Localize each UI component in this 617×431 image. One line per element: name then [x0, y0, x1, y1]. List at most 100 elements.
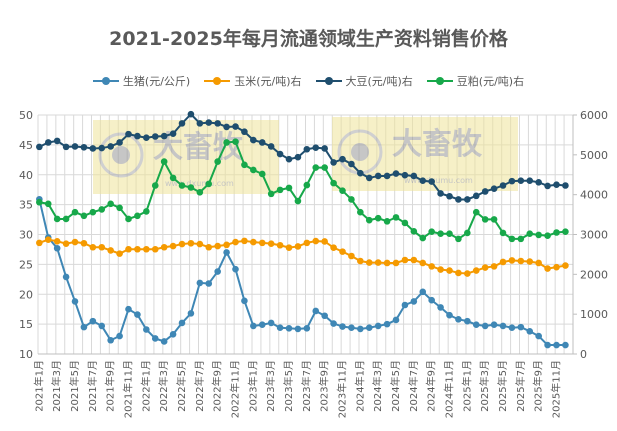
data-point [392, 170, 400, 177]
data-point [544, 232, 551, 239]
data-point [392, 214, 400, 221]
legend: 生猪(元/公斤) 玉米(元/吨)右 大豆(元/吨)右 豆粕(元/吨)右 [0, 73, 617, 89]
data-point [178, 120, 186, 127]
legend-label: 大豆(元/吨)右 [345, 75, 413, 88]
x-tick-label: 2021年3月 [50, 360, 63, 412]
data-point [267, 240, 275, 247]
data-point [196, 279, 204, 287]
data-point [481, 216, 489, 223]
data-point [241, 161, 248, 169]
data-point [348, 324, 355, 332]
legend-item: 豆粕(元/吨)右 [426, 73, 524, 89]
data-point [53, 137, 61, 145]
data-point [89, 317, 97, 325]
data-point [410, 298, 418, 305]
data-point [472, 192, 480, 200]
x-tick-label: 2021年11月 [122, 360, 135, 418]
data-point [348, 196, 355, 203]
data-point [223, 249, 230, 256]
data-point [80, 212, 88, 220]
data-point [303, 239, 311, 247]
data-point [160, 338, 168, 345]
watermark: 大畜牧 www.dxumu.com [332, 117, 518, 191]
data-point [169, 174, 177, 182]
data-point [205, 243, 213, 251]
data-point [357, 325, 364, 333]
data-point [187, 110, 195, 118]
data-point [455, 235, 462, 243]
data-point [517, 235, 525, 243]
y-left-tick-label: 50 [19, 109, 33, 122]
y-right-tick-label: 0 [580, 348, 587, 361]
data-point [107, 336, 114, 344]
data-point [151, 245, 159, 253]
x-tick-label: 2021年9月 [104, 360, 117, 412]
data-point [44, 200, 52, 208]
data-point [499, 258, 507, 266]
data-point [187, 239, 195, 247]
data-point [125, 215, 132, 223]
x-tick-label: 2023年1月 [246, 360, 259, 412]
data-point [205, 119, 213, 126]
y-left-tick-label: 25 [19, 258, 33, 271]
x-tick-label: 2023年5月 [282, 360, 295, 412]
data-point [223, 241, 230, 249]
data-point [490, 321, 498, 329]
y-left-tick-label: 45 [19, 139, 33, 152]
y-right-tick-label: 2000 [580, 268, 608, 281]
data-point [553, 181, 560, 189]
x-tick-label: 2021年5月 [68, 360, 81, 412]
data-point [508, 177, 516, 185]
watermark-text: 大畜牧 [392, 127, 483, 162]
data-point [312, 164, 320, 171]
data-point [401, 301, 409, 309]
x-tick-label: 2024年3月 [371, 360, 384, 412]
data-point [44, 139, 52, 146]
data-point [544, 341, 551, 349]
data-point [535, 332, 542, 340]
data-point [285, 325, 293, 332]
x-tick-label: 2024年7月 [407, 360, 420, 412]
data-point [223, 139, 230, 146]
data-point [223, 123, 230, 131]
data-point [71, 298, 79, 305]
data-point [267, 319, 275, 327]
data-point [71, 143, 79, 150]
data-point [526, 230, 534, 238]
data-point [285, 184, 293, 192]
data-point [36, 239, 43, 247]
data-point [383, 218, 391, 225]
data-point [401, 171, 409, 179]
data-point [428, 296, 435, 304]
data-point [472, 321, 480, 329]
legend-item: 生猪(元/公斤) [92, 73, 190, 89]
data-point [392, 316, 400, 324]
legend-label: 玉米(元/吨)右 [234, 75, 302, 88]
data-point [178, 240, 186, 248]
data-point [455, 196, 462, 203]
data-point [250, 238, 257, 246]
legend-item: 大豆(元/吨)右 [315, 73, 413, 89]
data-point [116, 332, 123, 340]
data-point [294, 197, 302, 205]
data-point [89, 208, 97, 216]
data-point [276, 150, 284, 158]
data-point [250, 136, 257, 144]
x-tick-label: 2025年9月 [532, 360, 545, 412]
data-point [107, 247, 114, 254]
data-point [205, 280, 213, 287]
data-point [250, 322, 257, 330]
data-point [383, 259, 391, 267]
data-point [71, 238, 79, 246]
data-point [517, 177, 525, 185]
data-point [517, 257, 525, 265]
data-point [339, 155, 346, 163]
data-point [303, 325, 311, 332]
data-point [98, 144, 106, 152]
data-point [446, 192, 453, 200]
data-point [481, 322, 489, 330]
data-point [80, 323, 88, 331]
watermark-url: www.dxumu.com [165, 179, 234, 188]
data-point [89, 243, 97, 251]
data-point [98, 243, 106, 251]
